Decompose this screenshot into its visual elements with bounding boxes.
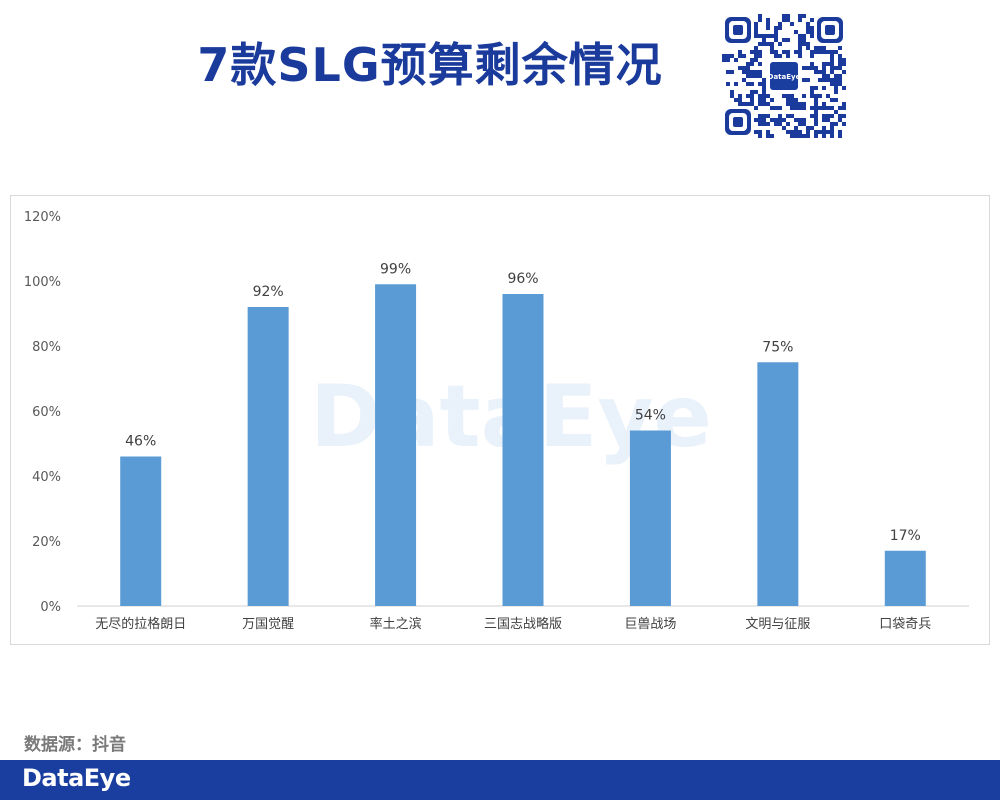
data-label: 92%	[253, 284, 284, 300]
x-tick-label: 口袋奇兵	[879, 616, 931, 632]
x-tick-label: 三国志战略版	[484, 616, 562, 632]
data-label: 75%	[762, 339, 793, 355]
qr-center-logo	[770, 62, 798, 90]
footer-logo: DataEye	[22, 764, 131, 792]
x-tick-label: 文明与征服	[745, 617, 810, 632]
chart-area: DataEye 0%20%40%60%80%100%120% 46%92%99%…	[10, 195, 990, 645]
data-label: 46%	[125, 434, 156, 450]
y-tick-label: 0%	[40, 600, 61, 615]
data-label: 54%	[635, 408, 666, 424]
qr-finder-top-left	[725, 17, 751, 43]
bar	[375, 284, 417, 606]
y-tick-label: 60%	[32, 405, 61, 420]
x-tick-label: 万国觉醒	[242, 617, 294, 632]
y-tick-label: 80%	[32, 340, 61, 355]
qr-finder-top-right	[817, 17, 843, 43]
source-note: 数据源：抖音	[24, 735, 126, 755]
bar	[247, 307, 289, 606]
y-tick-label: 100%	[24, 275, 61, 290]
x-tick-label: 无尽的拉格朗日	[95, 616, 186, 632]
footer-bar: DataEye	[0, 760, 1000, 800]
y-tick-label: 120%	[24, 210, 61, 225]
bar	[629, 430, 671, 606]
y-tick-label: 20%	[32, 535, 61, 550]
data-label: 17%	[890, 528, 921, 544]
bar	[120, 456, 162, 606]
x-tick-label: 率土之滨	[370, 616, 422, 632]
data-label: 96%	[507, 271, 538, 287]
bar	[757, 362, 799, 606]
bar-chart: DataEye 0%20%40%60%80%100%120% 46%92%99%…	[24, 210, 969, 632]
qr-center-logo-text: DataEye	[768, 73, 801, 81]
qr-finder-bottom-left	[725, 109, 751, 135]
bar	[502, 294, 544, 606]
x-tick-label: 巨兽战场	[624, 617, 676, 632]
qr-code: DataEye	[722, 14, 846, 138]
data-label: 99%	[380, 261, 411, 277]
y-tick-label: 40%	[32, 470, 61, 485]
bar	[884, 550, 926, 606]
page-title: 7款SLG预算剩余情况	[197, 38, 663, 92]
